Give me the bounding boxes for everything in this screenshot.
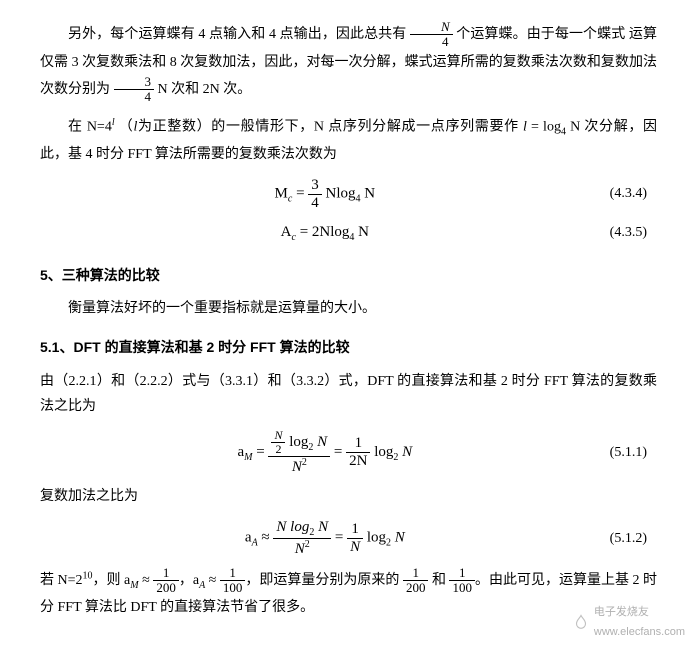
eq-512-body: aA ≈ N log2 N N2 = 1 N log2 N — [40, 519, 610, 558]
equation-5-1-1: aM = N 2 log2 N N2 = 1 2N log2 N (5.1.1) — [40, 429, 657, 476]
section-5-text: 衡量算法好坏的一个重要指标就是运算量的大小。 — [40, 296, 657, 321]
eq-435-number: (4.3.5) — [610, 220, 657, 245]
section-5-title: 5、三种算法的比较 — [40, 263, 657, 288]
watermark-url: www.elecfans.com — [594, 626, 685, 638]
eq-512-number: (5.1.2) — [610, 526, 657, 551]
equation-4-3-5: Ac = 2Nlog4 N (4.3.5) — [40, 219, 657, 247]
eq-435-body: Ac = 2Nlog4 N — [40, 219, 610, 247]
frac-left-512: N log2 N N2 — [273, 519, 331, 558]
paragraph-last: 若 N=210，则 aM ≈ 1 200 ，aA ≈ 1 100 ，即运算量分别… — [40, 566, 657, 621]
p1-seg2: 个运算蝶。由于每一个蝶式 — [456, 27, 625, 42]
eq-434-number: (4.3.4) — [610, 181, 657, 206]
frac-1-200a: 1 200 — [153, 566, 179, 596]
watermark-cn: 电子发烧友 — [594, 606, 649, 618]
eq-434-body: Mc = 3 4 Nlog4 N — [40, 177, 610, 211]
paragraph-1: 另外，每个运算蝶有 4 点输入和 4 点输出，因此总共有 N 4 个运算蝶。由于… — [40, 20, 657, 104]
frac-left-511: N 2 log2 N N2 — [268, 429, 330, 476]
p2-seg1: 在 N=4 — [68, 120, 112, 135]
frac-1-200b: 1 200 — [403, 566, 429, 596]
p1-seg4: N 次和 2N 次。 — [158, 82, 252, 97]
frac-1-100a: 1 100 — [220, 566, 246, 596]
eq-511-number: (5.1.1) — [610, 440, 657, 465]
frac-right-512: 1 N — [347, 521, 363, 555]
frac-1-100b: 1 100 — [449, 566, 475, 596]
p1-seg1: 另外，每个运算蝶有 4 点输入和 4 点输出，因此总共有 — [68, 27, 406, 42]
frac-N-4: N 4 — [410, 20, 453, 50]
section-5-1-title: 5.1、DFT 的直接算法和基 2 时分 FFT 算法的比较 — [40, 335, 657, 360]
flame-icon — [572, 614, 590, 632]
equation-4-3-4: Mc = 3 4 Nlog4 N (4.3.4) — [40, 177, 657, 211]
frac-right-511: 1 2N — [346, 435, 370, 469]
equation-5-1-2: aA ≈ N log2 N N2 = 1 N log2 N (5.1.2) — [40, 519, 657, 558]
eq-511-body: aM = N 2 log2 N N2 = 1 2N log2 N — [40, 429, 610, 476]
watermark: 电子发烧友 www.elecfans.com — [572, 603, 685, 643]
frac-3-4-eq: 3 4 — [308, 177, 322, 211]
paragraph-2: 在 N=4l （l为正整数）的一般情形下，N 点序列分解成一点序列需要作 l =… — [40, 114, 657, 167]
section-5-1-text: 由（2.2.1）和（2.2.2）式与（3.3.1）和（3.3.2）式，DFT 的… — [40, 369, 657, 419]
frac-3-4: 3 4 — [114, 75, 155, 105]
para-add: 复数加法之比为 — [40, 484, 657, 509]
